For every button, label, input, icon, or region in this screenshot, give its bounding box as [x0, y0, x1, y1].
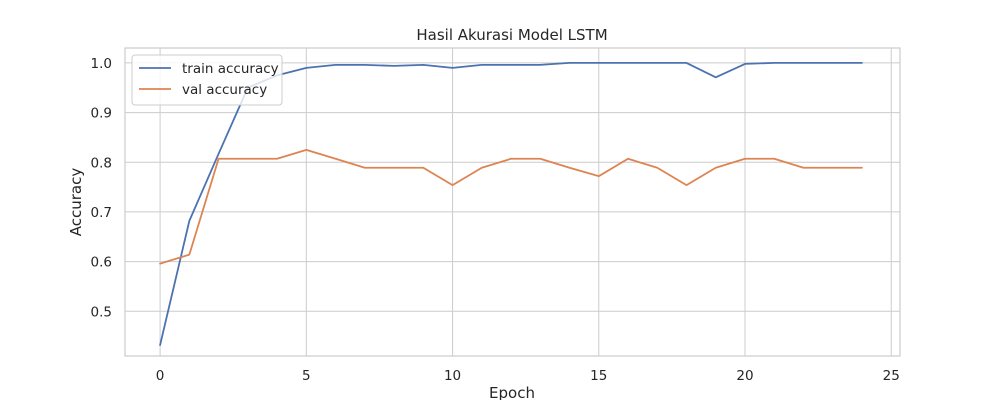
series-line-val-accuracy: [159, 148, 863, 265]
y-tick-label: 0.5: [91, 304, 112, 320]
legend-label-train-accuracy: train accuracy: [182, 61, 279, 77]
plot-frame: [124, 47, 901, 357]
tick-labels: 0 5 10 15 20 25 0.5 0.6 0.7 0.8 0.9 1.0: [91, 56, 900, 384]
legend-label-val-accuracy: val accuracy: [182, 82, 267, 98]
x-tick-label: 15: [590, 368, 607, 384]
y-tick-label: 0.9: [91, 106, 112, 122]
x-tick-label: 5: [302, 368, 311, 384]
y-axis-label: Accuracy: [67, 168, 85, 237]
y-tick-label: 0.6: [91, 255, 112, 271]
y-tick-label: 0.7: [91, 205, 112, 221]
y-tick-label: 1.0: [91, 56, 112, 72]
x-tick-label: 20: [736, 368, 753, 384]
x-tick-label: 10: [444, 368, 461, 384]
x-tick-label: 0: [156, 368, 165, 384]
chart-title: Hasil Akurasi Model LSTM: [416, 26, 607, 44]
x-tick-label: 25: [883, 368, 900, 384]
legend: train accuracy val accuracy: [131, 54, 283, 106]
x-axis-label: Epoch: [489, 384, 535, 400]
y-tick-label: 0.8: [91, 155, 112, 171]
